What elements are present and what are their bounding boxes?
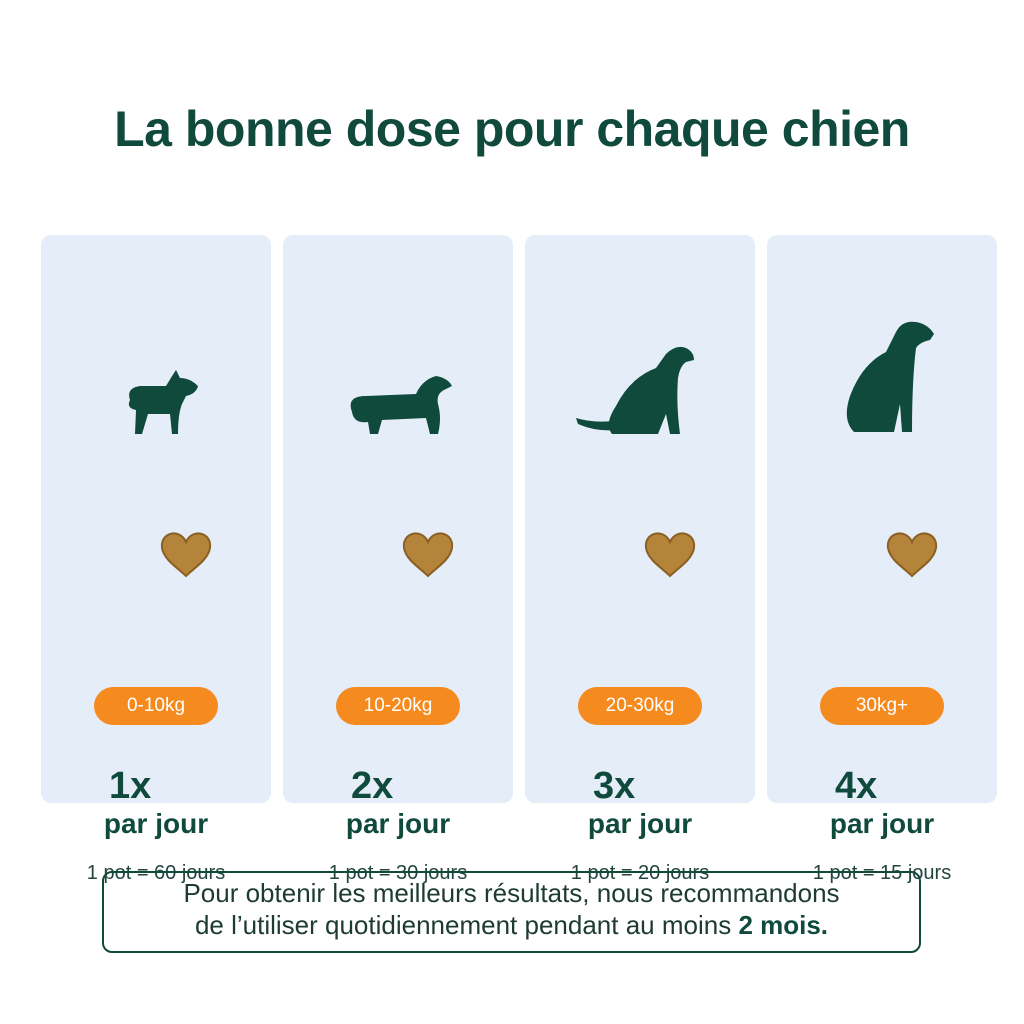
card: 10-20kg 2x par jour 1 pot = 30 jours <box>283 235 513 884</box>
dose: 4x <box>835 765 878 807</box>
weight-badge: 0-10kg <box>94 687 218 725</box>
weight-badge: 10-20kg <box>336 687 460 725</box>
footer-text: de l’utiliser quotidiennement pendant au… <box>194 910 732 940</box>
per-day: par jour <box>587 808 693 839</box>
dose: 1x <box>109 765 152 807</box>
footer-line: Pour obtenir les meilleurs résultats, no… <box>183 878 840 908</box>
weight-badge: 20-30kg <box>578 687 702 725</box>
per-day: par jour <box>103 808 209 839</box>
title: La bonne dose pour chaque chien <box>114 101 910 157</box>
dog-icon <box>128 370 212 578</box>
footer: Pour obtenir les meilleurs résultats, no… <box>102 871 921 953</box>
card: 0-10kg 1x par jour 1 pot = 60 jours <box>41 235 271 884</box>
dog-icon <box>576 346 696 578</box>
dog-icon <box>350 376 454 578</box>
per-day: par jour <box>829 808 935 839</box>
card: 30kg+ 4x par jour 1 pot = 15 jours <box>767 235 997 884</box>
footer-line: de l’utiliser quotidiennement pendant au… <box>104 909 919 941</box>
duration: 1 pot = 20 jours <box>570 862 710 884</box>
treat-icon <box>886 532 938 578</box>
duration: 1 pot = 60 jours <box>86 862 226 884</box>
treat-icon <box>160 532 212 578</box>
treat-icon <box>644 532 696 578</box>
card: 20-30kg 3x par jour 1 pot = 20 jours <box>525 235 755 884</box>
dog-silhouette <box>128 370 198 434</box>
dose: 3x <box>593 765 636 807</box>
treat-icon <box>402 532 454 578</box>
dog-silhouette <box>576 346 694 434</box>
duration: 1 pot = 30 jours <box>328 862 468 884</box>
dog-silhouette <box>846 321 934 432</box>
dog-silhouette <box>350 376 452 434</box>
footer-emphasis: 2 mois. <box>738 910 829 940</box>
dog-icon <box>846 321 938 578</box>
dose: 2x <box>351 765 394 807</box>
per-day: par jour <box>345 808 451 839</box>
weight-badge: 30kg+ <box>820 687 944 725</box>
